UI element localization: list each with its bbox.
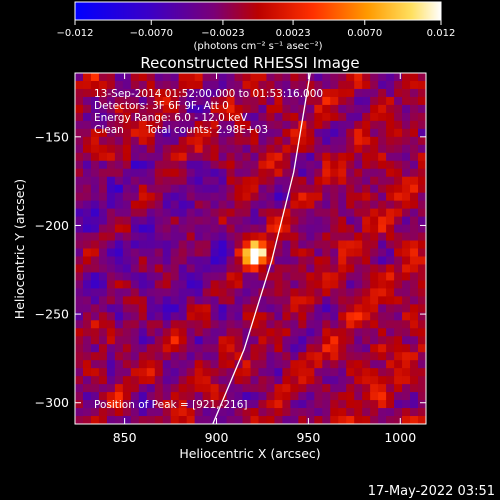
y-tick-label: −300	[35, 395, 69, 410]
annotation-peak-position: Position of Peak = [921,-216]	[94, 399, 248, 411]
plot-area	[75, 73, 426, 424]
annotation-time-range: 13-Sep-2014 01:52:00.000 to 01:53:16.000	[94, 88, 323, 100]
x-tick-label: 900	[205, 430, 229, 445]
x-axis-label: Heliocentric X (arcsec)	[179, 446, 320, 461]
y-tick-label: −250	[35, 307, 69, 322]
y-axis-label: Heliocentric Y (arcsec)	[12, 179, 27, 319]
annotation-total-counts: Total counts: 2.98E+03	[145, 124, 268, 136]
y-tick-label: −200	[35, 218, 69, 233]
solar-limb-curve	[212, 73, 311, 424]
colorbar-tick-label: −0.0070	[130, 28, 173, 39]
x-tick-label: 950	[296, 430, 320, 445]
colorbar: −0.012 −0.0070 −0.0023 0.0023 0.0070 0.012 (p…	[56, 1, 456, 52]
annotation-block: 13-Sep-2014 01:52:00.000 to 01:53:16.000…	[94, 88, 323, 411]
annotation-detectors: Detectors: 3F 6F 9F, Att 0	[94, 100, 229, 112]
x-tick-label: 1000	[384, 430, 416, 445]
colorbar-unit-label: (photons cm⁻² s⁻¹ asec⁻²)	[193, 41, 322, 52]
y-tick-label: −150	[35, 129, 69, 144]
x-tick-label: 850	[113, 430, 137, 445]
colorbar-tick-label: 0.012	[427, 28, 456, 39]
chart-title: Reconstructed RHESSI Image	[140, 54, 359, 72]
colorbar-tick-label: −0.012	[56, 28, 93, 39]
colorbar-tick-label: −0.0023	[201, 28, 244, 39]
heatmap-cells	[75, 73, 426, 424]
annotation-clean: Clean	[94, 124, 124, 136]
axis-ticks: 850 900 950 1000 −150 −200 −250 −300	[35, 73, 426, 445]
colorbar-gradient	[74, 1, 442, 21]
colorbar-tick-label: 0.0070	[347, 28, 382, 39]
colorbar-tick-label: 0.0023	[276, 28, 311, 39]
timestamp: 17-May-2022 03:51	[368, 484, 495, 499]
plot-frame	[74, 72, 427, 425]
annotation-energy-range: Energy Range: 6.0 - 12.0 keV	[94, 112, 248, 124]
